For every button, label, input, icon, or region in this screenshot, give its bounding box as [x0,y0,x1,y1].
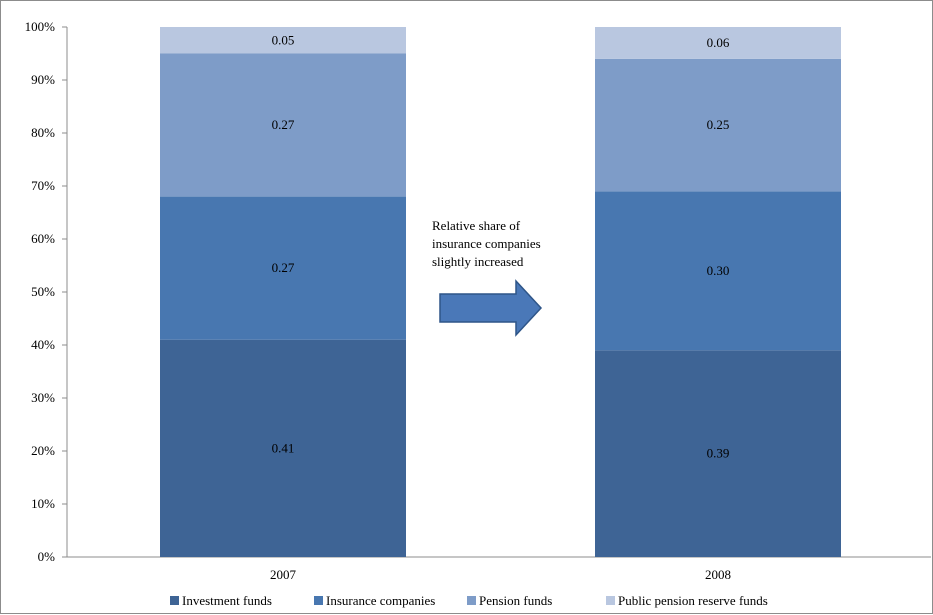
data-label: 0.25 [707,117,730,132]
bar-segment [595,350,841,557]
data-label: 0.27 [272,260,295,275]
bar-segment [595,58,841,192]
data-label: 0.27 [272,117,295,132]
y-tick-label: 80% [31,125,55,140]
bar-segment [160,53,406,197]
bar-segment [595,27,841,59]
y-tick-label: 90% [31,72,55,87]
annotation-line-2: insurance companies [432,236,541,251]
x-tick-label: 2008 [705,567,731,582]
legend-swatch [170,596,179,605]
annotation-line-1: Relative share of [432,218,521,233]
y-tick-label: 60% [31,231,55,246]
legend: Investment funds Insurance companies Pensi… [170,593,768,608]
annotation-line-3: slightly increased [432,254,524,269]
axes: 0% 10% 20% 30% 40% 50% 60% 70% 80% 90% 100% 2007 200… [25,19,931,582]
bar-segment [160,339,406,557]
data-label: 0.05 [272,32,295,47]
legend-label: Investment funds [182,593,272,608]
legend-label: Public pension reserve funds [618,593,768,608]
data-label: 0.41 [272,440,295,455]
y-tick-label: 50% [31,284,55,299]
data-label: 0.39 [707,446,730,461]
y-tick-label: 0% [38,549,56,564]
y-tick-label: 100% [25,19,56,34]
data-label: 0.06 [707,35,730,50]
bar-segment [160,27,406,54]
y-tick-label: 30% [31,390,55,405]
legend-swatch [606,596,615,605]
bar-segment [160,196,406,340]
right-arrow-icon [439,279,543,337]
y-tick-label: 40% [31,337,55,352]
bar-segment [595,191,841,351]
legend-swatch [314,596,323,605]
x-tick-label: 2007 [270,567,297,582]
annotation: Relative share of insurance companies sl… [432,218,543,337]
legend-swatch [467,596,476,605]
y-tick-label: 20% [31,443,55,458]
legend-label: Insurance companies [326,593,435,608]
y-tick-label: 10% [31,496,55,511]
y-tick-label: 70% [31,178,55,193]
legend-label: Pension funds [479,593,552,608]
data-label: 0.30 [707,263,730,278]
bars [160,27,841,557]
data-labels: 0.41 0.27 0.27 0.05 0.39 0.30 0.25 0.06 [272,32,730,460]
